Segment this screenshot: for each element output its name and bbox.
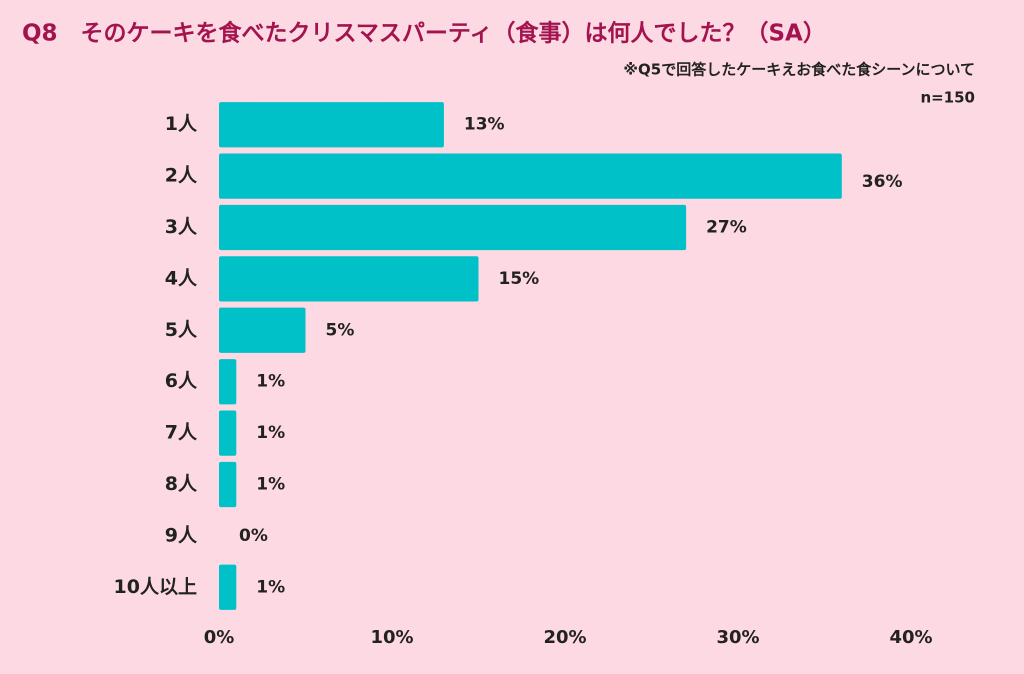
bar: [219, 410, 237, 456]
x-tick-label: 0%: [204, 627, 235, 648]
x-tick-label: 20%: [543, 627, 586, 648]
y-tick-label: 2人: [165, 165, 198, 187]
bar: [219, 359, 237, 405]
bar: [219, 461, 237, 508]
data-label: 13%: [464, 115, 505, 135]
data-label: 0%: [239, 526, 268, 546]
bar: [219, 204, 687, 251]
bar: [219, 102, 444, 148]
sample-size: n=150: [920, 89, 975, 107]
data-label: 1%: [256, 372, 285, 392]
y-tick-label: 5人: [165, 319, 198, 341]
y-tick-label: 10人以上: [114, 576, 197, 598]
data-label: 1%: [256, 475, 285, 495]
y-tick-label: 9人: [165, 524, 198, 546]
bar: [219, 153, 842, 199]
chart-title: Q8 そのケーキを食べたクリスマスパーティ（食事）は何人でした？（SA）: [22, 20, 826, 47]
data-label: 1%: [256, 423, 285, 443]
data-label: 15%: [499, 269, 540, 289]
bar: [219, 564, 237, 610]
data-label: 36%: [862, 172, 903, 192]
data-label: 5%: [326, 320, 355, 340]
x-tick-label: 10%: [370, 627, 413, 648]
y-tick-label: 3人: [165, 216, 198, 238]
data-label: 27%: [706, 218, 747, 238]
chart-subtitle: ※Q5で回答したケーキえお食べた食シーンについて: [623, 61, 975, 79]
y-tick-label: 7人: [165, 422, 198, 444]
bar: [219, 307, 306, 353]
y-tick-label: 6人: [165, 370, 198, 392]
data-label: 1%: [256, 577, 285, 597]
y-tick-label: 4人: [165, 267, 198, 289]
bar: [219, 256, 479, 302]
x-tick-label: 30%: [716, 627, 759, 648]
x-tick-label: 40%: [889, 627, 932, 648]
y-tick-label: 8人: [165, 473, 198, 495]
y-tick-label: 1人: [165, 113, 198, 135]
